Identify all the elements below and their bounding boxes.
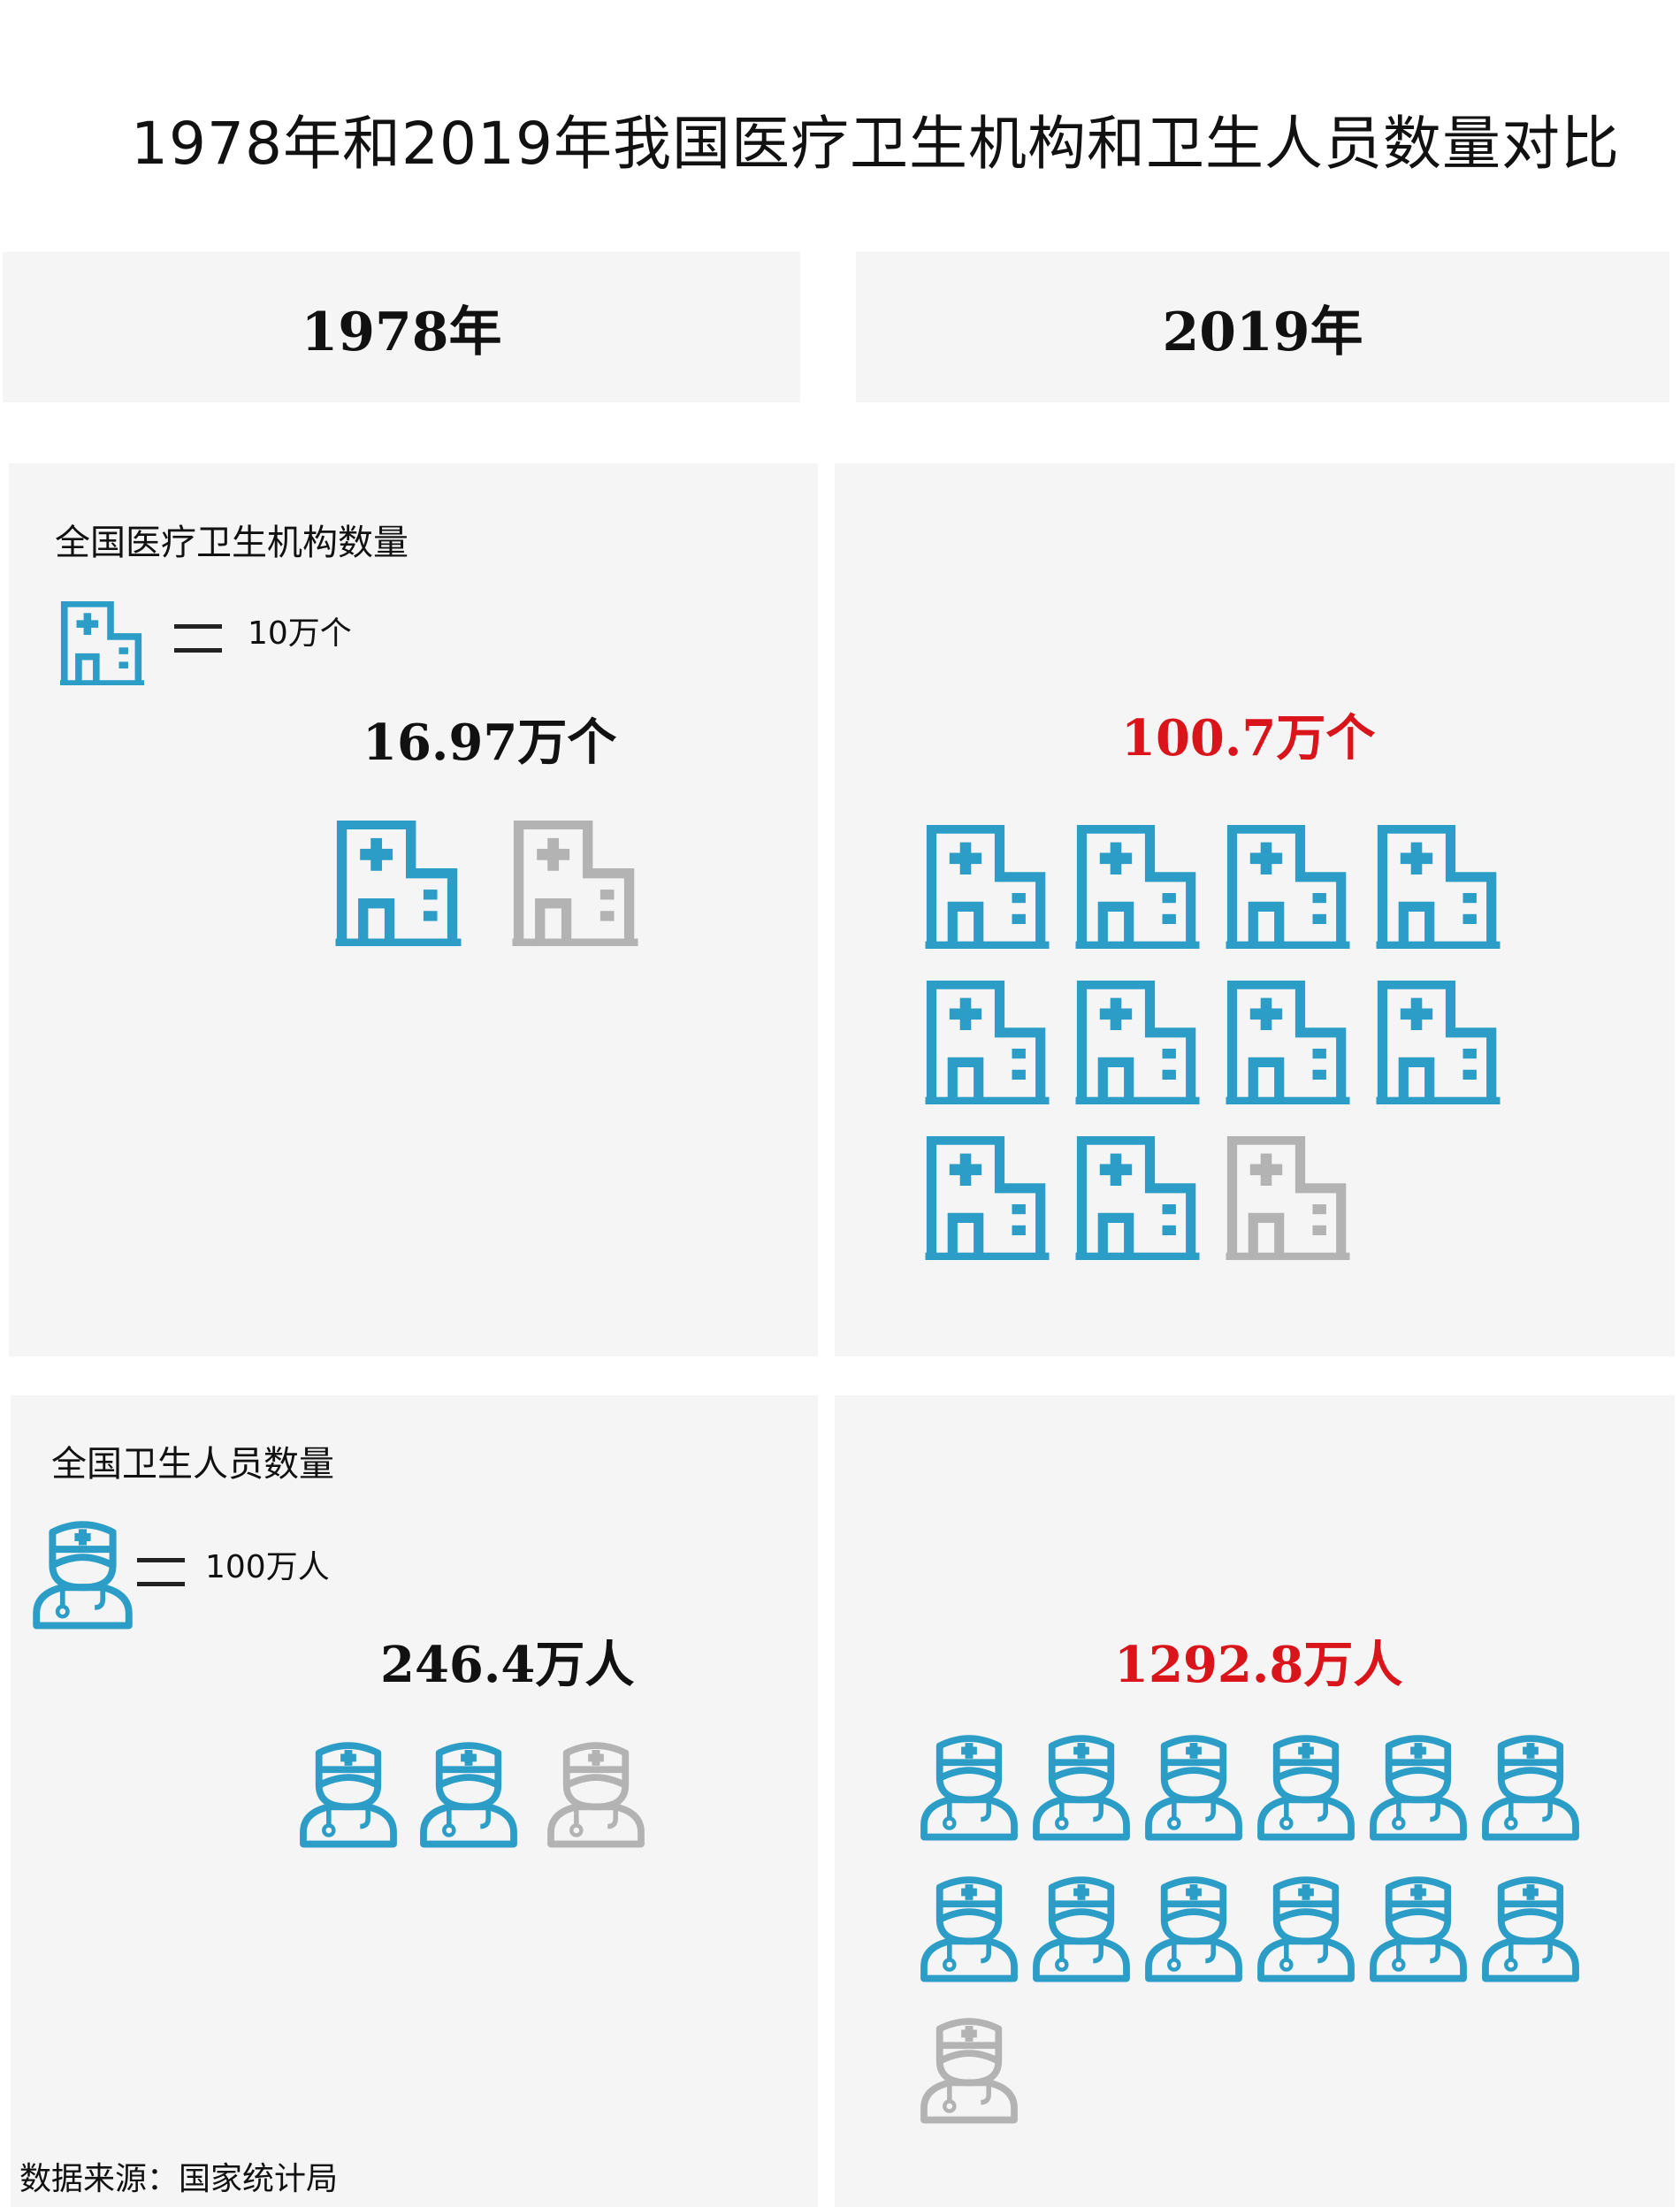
hospital-building-icon [1075, 1136, 1200, 1260]
personnel-legend-unit: 100万人 [205, 1549, 330, 1585]
personnel-legend-icon [32, 1519, 134, 1630]
hospital-building-icon [1075, 825, 1200, 949]
doctor-icon [920, 1876, 1018, 1982]
personnel-value-1978: 246.4万人 [380, 1636, 635, 1694]
institutions-label: 全国医疗卫生机构数量 [55, 523, 409, 563]
hospital-building-icon [60, 600, 144, 687]
doctor-icon [1370, 1876, 1467, 1982]
doctor-icon [1257, 1876, 1355, 1982]
year-header-1978: 1978年 [3, 252, 800, 402]
hospital-building-icon [1226, 981, 1350, 1104]
institutions-legend-icon [60, 600, 144, 687]
doctor-icon [1145, 1876, 1242, 1982]
doctor-icon [1145, 1735, 1242, 1841]
hospital-building-icon [335, 821, 462, 946]
hospital-building-icon [1226, 825, 1350, 949]
personnel-panel-1978 [11, 1395, 818, 2207]
data-source: 数据来源：国家统计局 [19, 2161, 339, 2197]
doctor-icon [1482, 1876, 1579, 1982]
doctor-icon [1370, 1735, 1467, 1841]
hospital-building-icon [1376, 825, 1501, 949]
personnel-value-2019: 1292.8万人 [1114, 1636, 1403, 1694]
institutions-panel-1978 [9, 463, 818, 1356]
page-title: 1978年和2019年我国医疗卫生机构和卫生人员数量对比 [131, 110, 1620, 178]
doctor-icon [920, 2018, 1018, 2124]
hospital-building-icon [512, 821, 638, 946]
institutions-legend-unit: 10万个 [248, 615, 352, 652]
doctor-icon [1482, 1735, 1579, 1841]
doctor-icon [300, 1742, 397, 1848]
doctor-icon [1033, 1735, 1130, 1841]
equals-sign [174, 624, 222, 653]
doctor-icon [1033, 1876, 1130, 1982]
doctor-icon [1257, 1735, 1355, 1841]
equals-sign [137, 1558, 185, 1586]
institutions-value-2019: 100.7万个 [1121, 709, 1376, 767]
doctor-icon [33, 1521, 133, 1630]
institutions-value-1978: 16.97万个 [363, 714, 617, 772]
hospital-building-icon [1376, 981, 1501, 1104]
personnel-label: 全国卫生人员数量 [51, 1444, 334, 1485]
hospital-building-icon [1226, 1136, 1350, 1260]
doctor-icon [420, 1742, 517, 1848]
year-header-2019: 2019年 [856, 252, 1669, 402]
hospital-building-icon [1075, 981, 1200, 1104]
doctor-icon [920, 1735, 1018, 1841]
hospital-building-icon [925, 1136, 1050, 1260]
hospital-building-icon [925, 825, 1050, 949]
hospital-building-icon [925, 981, 1050, 1104]
doctor-icon [547, 1742, 645, 1848]
